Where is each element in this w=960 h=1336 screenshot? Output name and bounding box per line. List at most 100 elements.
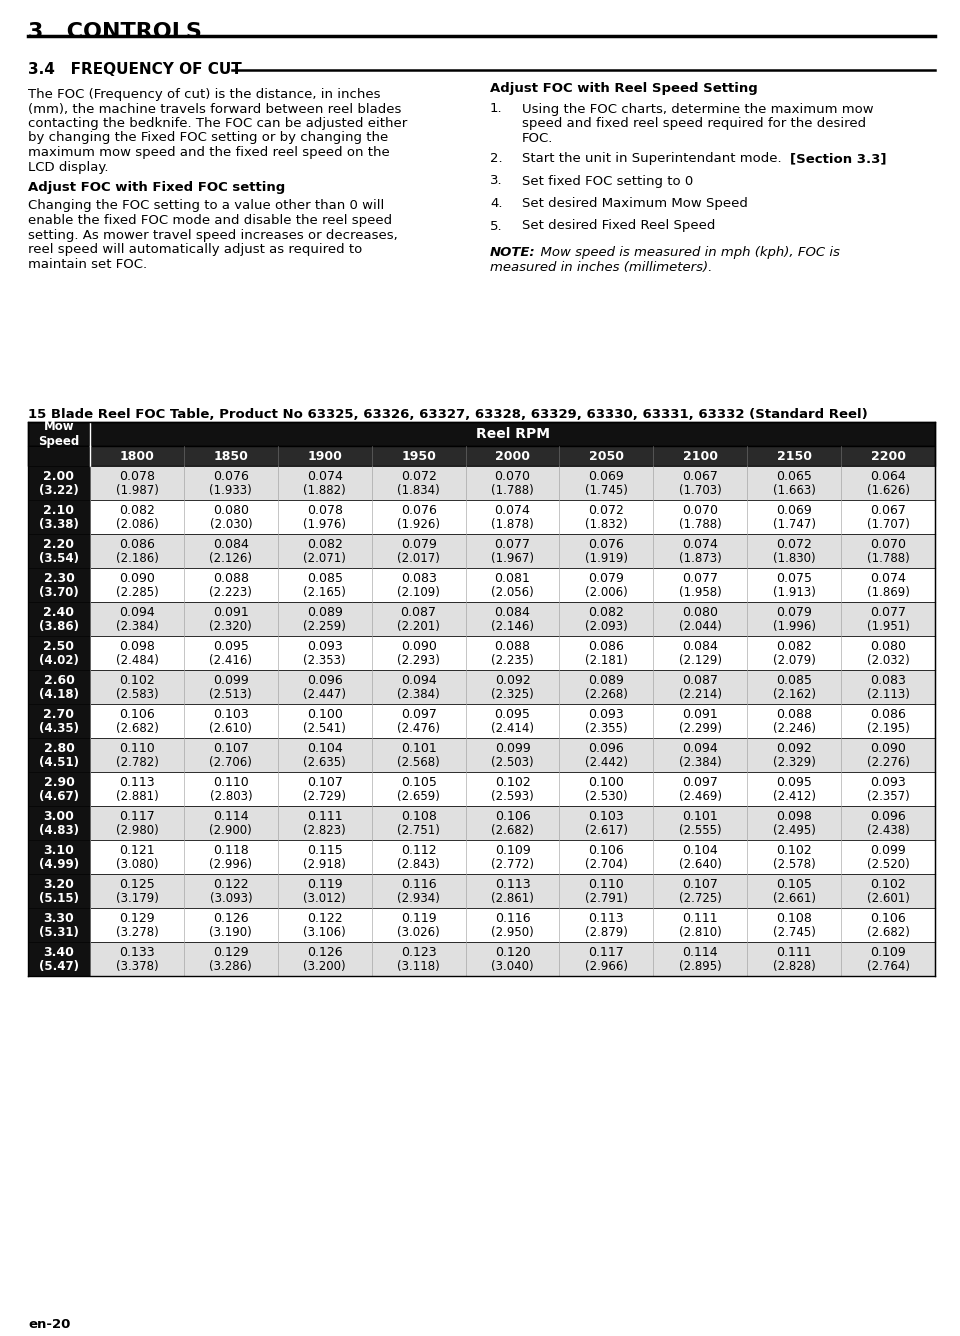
Text: (2.325): (2.325)	[492, 688, 534, 701]
Text: 0.097: 0.097	[400, 708, 437, 721]
Bar	[28, 874, 935, 908]
Text: (1.788): (1.788)	[679, 518, 722, 530]
Text: (3.026): (3.026)	[397, 926, 440, 939]
Text: (2.438): (2.438)	[867, 824, 909, 836]
Text: (1.926): (1.926)	[397, 518, 440, 530]
Text: (2.791): (2.791)	[585, 892, 628, 904]
Text: 0.094: 0.094	[119, 607, 155, 620]
Text: 0.103: 0.103	[213, 708, 249, 721]
Bar	[28, 500, 90, 534]
Text: Set desired Maximum Mow Speed: Set desired Maximum Mow Speed	[522, 196, 748, 210]
Text: (2.285): (2.285)	[115, 587, 158, 599]
Text: (1.869): (1.869)	[867, 587, 909, 599]
Bar	[28, 603, 90, 636]
Text: 0.133: 0.133	[119, 946, 155, 959]
Text: 0.116: 0.116	[400, 878, 437, 891]
Text: 2.00: 2.00	[43, 470, 75, 484]
Text: The FOC (Frequency of cut) is the distance, in inches: The FOC (Frequency of cut) is the distan…	[28, 88, 380, 102]
Text: (4.83): (4.83)	[39, 824, 79, 836]
Bar	[28, 908, 90, 942]
Text: (2.044): (2.044)	[679, 620, 722, 633]
Text: 0.129: 0.129	[119, 912, 155, 926]
Text: 2.80: 2.80	[43, 743, 75, 755]
Text: 0.122: 0.122	[307, 912, 343, 926]
Text: 1900: 1900	[307, 449, 342, 462]
Text: (4.51): (4.51)	[39, 756, 79, 770]
Text: (mm), the machine travels forward between reel blades: (mm), the machine travels forward betwee…	[28, 103, 401, 115]
Bar	[28, 636, 935, 669]
Text: 0.070: 0.070	[494, 470, 531, 484]
Text: 0.093: 0.093	[307, 640, 343, 653]
Text: 0.120: 0.120	[494, 946, 530, 959]
Text: 0.070: 0.070	[870, 538, 906, 552]
Text: 0.113: 0.113	[494, 878, 530, 891]
Text: 0.092: 0.092	[494, 675, 530, 688]
Text: (2.980): (2.980)	[115, 824, 158, 836]
Text: 2.50: 2.50	[43, 640, 75, 653]
Text: 0.075: 0.075	[777, 572, 812, 585]
Text: 0.099: 0.099	[494, 743, 530, 755]
Text: 0.089: 0.089	[307, 607, 343, 620]
Text: (4.35): (4.35)	[39, 721, 79, 735]
Text: (2.810): (2.810)	[679, 926, 722, 939]
Text: (2.416): (2.416)	[209, 655, 252, 667]
Text: (3.22): (3.22)	[39, 484, 79, 497]
Text: 0.111: 0.111	[307, 811, 343, 823]
Text: (2.113): (2.113)	[867, 688, 909, 701]
Text: 0.112: 0.112	[400, 844, 437, 858]
Text: 0.102: 0.102	[119, 675, 155, 688]
Text: 0.093: 0.093	[870, 776, 906, 790]
Text: (4.67): (4.67)	[39, 790, 79, 803]
Text: 2000: 2000	[495, 449, 530, 462]
Text: 0.082: 0.082	[307, 538, 343, 552]
Text: Start the unit in Superintendant mode.: Start the unit in Superintendant mode.	[522, 152, 786, 166]
Text: (1.834): (1.834)	[397, 484, 440, 497]
Text: 0.098: 0.098	[119, 640, 155, 653]
Bar	[28, 534, 90, 568]
Text: 0.086: 0.086	[588, 640, 624, 653]
Text: 0.099: 0.099	[213, 675, 249, 688]
Text: 15 Blade Reel FOC Table, Product No 63325, 63326, 63327, 63328, 63329, 63330, 63: 15 Blade Reel FOC Table, Product No 6332…	[28, 407, 868, 421]
Text: Mow
Speed: Mow Speed	[38, 421, 80, 448]
Text: (3.190): (3.190)	[209, 926, 252, 939]
Text: (2.384): (2.384)	[679, 756, 722, 770]
Text: 0.096: 0.096	[588, 743, 624, 755]
Text: (1.976): (1.976)	[303, 518, 347, 530]
Text: (1.933): (1.933)	[209, 484, 252, 497]
Text: 0.104: 0.104	[307, 743, 343, 755]
Text: (3.70): (3.70)	[39, 587, 79, 599]
Text: (2.071): (2.071)	[303, 552, 347, 565]
Text: enable the fixed FOC mode and disable the reel speed: enable the fixed FOC mode and disable th…	[28, 214, 392, 227]
Text: (2.661): (2.661)	[773, 892, 816, 904]
Text: 0.079: 0.079	[400, 538, 437, 552]
Text: 0.092: 0.092	[777, 743, 812, 755]
Bar	[28, 772, 90, 806]
Text: 0.101: 0.101	[683, 811, 718, 823]
Text: 0.117: 0.117	[119, 811, 155, 823]
Text: (1.745): (1.745)	[585, 484, 628, 497]
Text: 0.106: 0.106	[870, 912, 906, 926]
Text: 0.084: 0.084	[683, 640, 718, 653]
Text: (2.861): (2.861)	[492, 892, 534, 904]
Text: (3.093): (3.093)	[209, 892, 252, 904]
Text: 0.080: 0.080	[683, 607, 718, 620]
Text: 0.080: 0.080	[213, 505, 249, 517]
Text: 0.121: 0.121	[119, 844, 155, 858]
Text: en-20: en-20	[28, 1319, 70, 1331]
Text: 0.095: 0.095	[494, 708, 531, 721]
Text: 0.114: 0.114	[683, 946, 718, 959]
Text: (2.276): (2.276)	[867, 756, 909, 770]
Text: 0.094: 0.094	[683, 743, 718, 755]
Text: 0.079: 0.079	[588, 572, 624, 585]
Text: (2.803): (2.803)	[209, 790, 252, 803]
Bar	[28, 806, 90, 840]
Text: (2.129): (2.129)	[679, 655, 722, 667]
Text: 0.088: 0.088	[213, 572, 249, 585]
Text: 1950: 1950	[401, 449, 436, 462]
Text: maintain set FOC.: maintain set FOC.	[28, 258, 147, 270]
Text: (2.299): (2.299)	[679, 721, 722, 735]
Bar	[28, 603, 935, 636]
Text: (1.919): (1.919)	[585, 552, 628, 565]
Bar	[28, 446, 90, 466]
Text: (2.093): (2.093)	[585, 620, 628, 633]
